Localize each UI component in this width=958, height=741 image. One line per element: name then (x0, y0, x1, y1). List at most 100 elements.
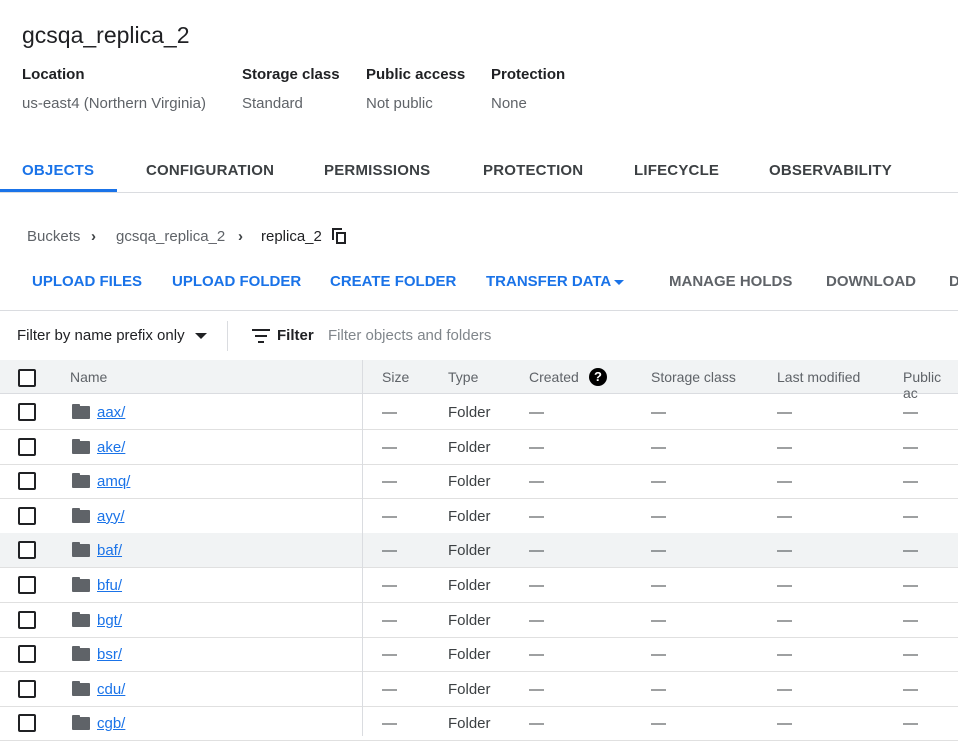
table-row[interactable]: aax/ — Folder — — — — (0, 395, 958, 430)
public-access-label: Public access (366, 66, 466, 83)
folder-name-link[interactable]: aax/ (97, 404, 126, 421)
download-button[interactable]: DOWNLOAD (826, 273, 916, 290)
column-type[interactable]: Type (448, 369, 479, 385)
table-row[interactable]: baf/ — Folder — — — — (0, 533, 958, 569)
copy-icon[interactable] (332, 228, 347, 244)
filter-mode-select[interactable]: Filter by name prefix only (17, 327, 185, 344)
type-cell: Folder (448, 577, 491, 594)
table-row[interactable]: bsr/ — Folder — — — — (0, 637, 958, 673)
row-checkbox[interactable] (18, 645, 36, 664)
public-access-cell: — (903, 404, 918, 421)
tab-protection[interactable]: PROTECTION (483, 162, 584, 179)
location-label: Location (22, 66, 85, 83)
chevron-right-icon: › (238, 228, 243, 245)
folder-name-link[interactable]: bfu/ (97, 577, 123, 594)
last-modified-cell: — (777, 715, 792, 733)
created-cell: — (529, 611, 544, 629)
chevron-right-icon: › (91, 228, 96, 245)
row-checkbox[interactable] (18, 576, 36, 594)
row-checkbox[interactable] (18, 506, 36, 525)
created-cell: — (529, 404, 544, 421)
caret-down-icon[interactable] (195, 333, 207, 339)
size-cell: — (382, 646, 397, 664)
column-last-modified[interactable]: Last modified (777, 369, 861, 385)
storage-class-cell: — (651, 473, 666, 491)
filter-input[interactable]: Filter objects and folders (328, 327, 492, 344)
size-cell: — (382, 438, 397, 456)
storage-class-cell: — (651, 542, 666, 560)
folder-icon (72, 715, 90, 731)
public-access-value: Not public (366, 95, 433, 112)
public-access-cell: — (903, 611, 918, 629)
create-folder-button[interactable]: CREATE FOLDER (330, 273, 457, 290)
dropdown-arrow-icon[interactable] (614, 280, 624, 285)
upload-folder-button[interactable]: UPLOAD FOLDER (172, 273, 302, 290)
breadcrumb-buckets[interactable]: Buckets (27, 228, 81, 245)
row-checkbox[interactable] (18, 472, 36, 491)
created-cell: — (529, 542, 544, 560)
folder-name-link[interactable]: cgb/ (97, 715, 126, 733)
column-created[interactable]: Created (529, 369, 579, 385)
folder-icon (72, 438, 90, 454)
public-access-cell: — (903, 577, 918, 594)
row-checkbox[interactable] (18, 403, 36, 421)
folder-name-link[interactable]: ake/ (97, 438, 126, 456)
filter-divider (227, 321, 228, 351)
transfer-data-button[interactable]: TRANSFER DATA (486, 273, 612, 290)
folder-name-link[interactable]: cdu/ (97, 680, 126, 698)
tab-observability[interactable]: OBSERVABILITY (769, 162, 892, 179)
column-size[interactable]: Size (382, 369, 410, 385)
folder-icon (72, 542, 90, 558)
tab-permissions[interactable]: PERMISSIONS (324, 162, 431, 179)
column-name[interactable]: Name (70, 369, 108, 385)
type-cell: Folder (448, 646, 491, 664)
table-row[interactable]: cgb/ — Folder — — — — (0, 706, 958, 741)
delete-button[interactable]: D (949, 273, 958, 290)
row-checkbox[interactable] (18, 541, 36, 560)
column-storage-class[interactable]: Storage class (651, 369, 736, 385)
type-cell: Folder (448, 715, 491, 733)
select-all-checkbox[interactable] (18, 369, 36, 387)
manage-holds-button[interactable]: MANAGE HOLDS (669, 273, 793, 290)
size-cell: — (382, 473, 397, 491)
created-cell: — (529, 507, 544, 525)
row-checkbox[interactable] (18, 714, 36, 733)
table-row[interactable]: ake/ — Folder — — — — (0, 430, 958, 465)
tab-lifecycle[interactable]: LIFECYCLE (634, 162, 720, 179)
filter-icon (252, 329, 270, 343)
folder-name-link[interactable]: amq/ (97, 473, 131, 491)
column-divider (362, 360, 363, 736)
row-checkbox[interactable] (18, 679, 36, 698)
column-public-access[interactable]: Public ac (903, 369, 942, 401)
folder-name-link[interactable]: bsr/ (97, 646, 123, 664)
table-row[interactable]: amq/ — Folder — — — — (0, 464, 958, 500)
folder-name-link[interactable]: bgt/ (97, 611, 123, 629)
storage-class-cell: — (651, 577, 666, 594)
type-cell: Folder (448, 680, 491, 698)
folder-name-link[interactable]: ayy/ (97, 507, 125, 525)
breadcrumb-current: replica_2 (261, 228, 322, 245)
folder-icon (72, 404, 90, 419)
help-icon[interactable]: ? (589, 368, 607, 386)
breadcrumb-bucket[interactable]: gcsqa_replica_2 (116, 228, 226, 245)
storage-class-cell: — (651, 715, 666, 733)
row-checkbox[interactable] (18, 610, 36, 629)
tab-configuration[interactable]: CONFIGURATION (146, 162, 275, 179)
table-row[interactable]: bgt/ — Folder — — — — (0, 603, 958, 638)
tab-objects[interactable]: OBJECTS (22, 162, 95, 179)
storage-class-cell: — (651, 611, 666, 629)
folder-name-link[interactable]: baf/ (97, 542, 123, 560)
table-row[interactable]: bfu/ — Folder — — — — (0, 568, 958, 603)
created-cell: — (529, 715, 544, 733)
public-access-cell: — (903, 473, 918, 491)
bucket-title: gcsqa_replica_2 (22, 22, 190, 48)
upload-files-button[interactable]: UPLOAD FILES (32, 273, 143, 290)
type-cell: Folder (448, 404, 491, 421)
table-row[interactable]: cdu/ — Folder — — — — (0, 672, 958, 707)
storage-class-cell: — (651, 438, 666, 456)
folder-icon (72, 507, 90, 523)
size-cell: — (382, 507, 397, 525)
row-checkbox[interactable] (18, 437, 36, 456)
table-row[interactable]: ayy/ — Folder — — — — (0, 499, 958, 534)
type-cell: Folder (448, 507, 491, 525)
